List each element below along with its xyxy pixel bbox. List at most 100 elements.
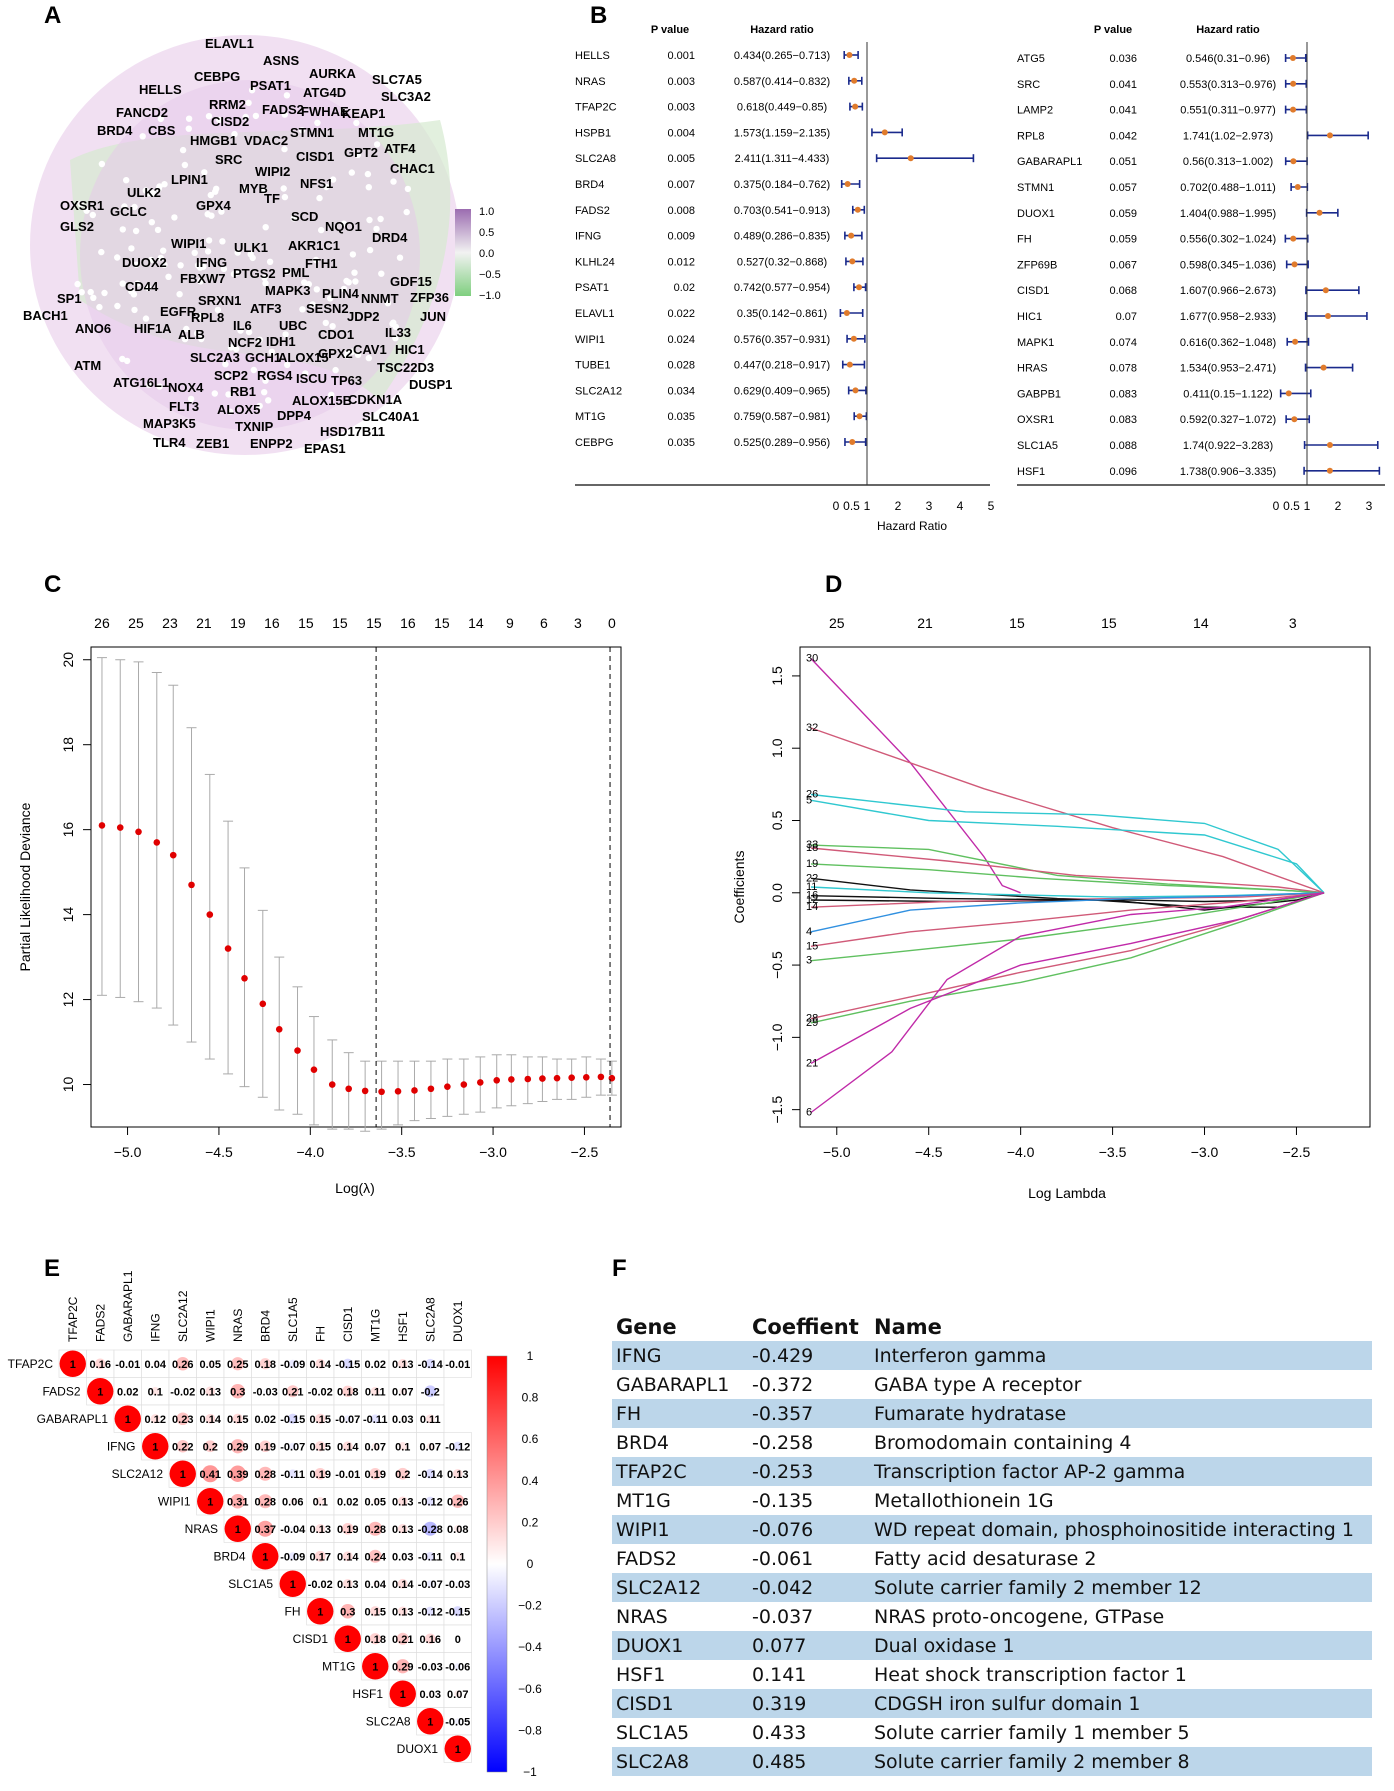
gene-label: SESN2 <box>306 301 349 316</box>
corr-value: 0.14 <box>392 1579 414 1591</box>
forest-hr-text: 1.573(1.159−2.135) <box>734 127 830 139</box>
network-node <box>373 141 381 148</box>
cv-plot-frame <box>90 646 622 1128</box>
network-node <box>242 186 249 193</box>
lasso-y-tick: 0.5 <box>769 811 785 831</box>
gene-label: KEAP1 <box>342 106 385 121</box>
network-node <box>283 92 291 99</box>
gene-label: TXNIP <box>235 419 274 434</box>
gene-label: NNMT <box>361 291 399 306</box>
corr-value: 0.02 <box>337 1496 358 1508</box>
forest-gene-label: KLHL24 <box>575 256 615 268</box>
corr-circle <box>452 1468 463 1479</box>
network-node <box>98 248 105 256</box>
corr-circle <box>400 1553 406 1559</box>
table-cell-coefficient: -0.061 <box>752 1547 814 1570</box>
forest-point <box>1290 158 1297 165</box>
network-node <box>156 383 163 390</box>
panel-label-e: E <box>44 1255 60 1282</box>
gene-label: PLIN4 <box>322 286 360 301</box>
forest-hr-text: 0.375(0.184−0.762) <box>734 179 830 191</box>
network-node <box>340 220 347 227</box>
network-node <box>119 226 127 233</box>
network-node <box>365 354 372 362</box>
corr-value: 0.28 <box>255 1496 276 1508</box>
forest-hr-text: 1.74(0.922−3.283) <box>1183 440 1273 452</box>
network-node <box>179 146 187 154</box>
lasso-y-tick: −1.0 <box>769 1023 785 1051</box>
corr-value: 1 <box>455 1744 461 1756</box>
network-node <box>327 295 334 302</box>
lasso-coef-line <box>810 892 1325 962</box>
lasso-line-label: 21 <box>806 1057 818 1069</box>
network-node <box>181 335 189 343</box>
forest-hr-text: 0.576(0.357−0.931) <box>734 334 830 346</box>
forest-point <box>1290 80 1297 87</box>
forest-point <box>1326 132 1333 139</box>
network-node <box>205 113 213 120</box>
network-node <box>261 389 268 396</box>
forest-hr-text: 0.447(0.218−0.917) <box>734 360 830 372</box>
cv-top-count: 15 <box>366 615 382 631</box>
gene-label: PTGS2 <box>233 266 276 281</box>
corr-value: 1 <box>345 1634 351 1646</box>
network-node <box>298 127 306 134</box>
corr-circle <box>259 1440 272 1453</box>
forest-hr-text: 1.404(0.988−1.995) <box>1180 208 1276 220</box>
cv-point <box>361 1087 369 1095</box>
network-node <box>78 289 85 296</box>
cv-point <box>345 1085 352 1093</box>
corr-value: -0.03 <box>445 1579 470 1591</box>
forest-pvalue: 0.035 <box>667 437 695 449</box>
corr-value: 0.3 <box>340 1606 355 1618</box>
corr-circle <box>257 1520 274 1537</box>
network-node <box>160 247 167 254</box>
forest-pvalue: 0.083 <box>1109 388 1137 400</box>
network-node <box>134 280 141 287</box>
forest-pvalue: 0.059 <box>1109 208 1137 220</box>
gene-label: TSC22D3 <box>377 360 434 375</box>
corr-value: 1 <box>400 1689 406 1701</box>
corr-circle <box>262 1388 268 1394</box>
corr-circle <box>426 1580 434 1588</box>
table-cell-gene: WIPI1 <box>612 1515 748 1544</box>
cv-top-count: 6 <box>540 615 548 631</box>
gene-label: IDH1 <box>266 334 296 349</box>
table-header-coefficient: Coeffient <box>752 1315 859 1339</box>
corr-value: -0.09 <box>280 1551 305 1563</box>
forest-hr-text: 0.618(0.449−0.85) <box>737 102 827 114</box>
corr-circle <box>151 1387 160 1396</box>
corr-row-label: SLC2A8 <box>366 1714 411 1728</box>
corr-value: 0.14 <box>337 1441 359 1453</box>
cv-x-tick: −5.0 <box>114 1144 142 1160</box>
lasso-coef-line <box>810 892 1325 1114</box>
gene-label: DPP4 <box>277 408 312 423</box>
forest-right: ATG5 0.036 0.546(0.31−0.96) SRC 0.041 0.553(0… <box>1017 42 1385 513</box>
panel-d-lasso-path: −5.0 −4.5 −4.0 −3.5 −3.0 −2.5 −1.5 −1.0 −0.5 0.0 0… <box>731 615 1371 1201</box>
gene-label: TP63 <box>331 373 362 388</box>
gene-label: CDO1 <box>318 327 354 342</box>
network-node <box>89 211 97 219</box>
lasso-top-count: 14 <box>1193 615 1209 631</box>
network-node <box>322 319 329 327</box>
network-node <box>348 169 355 176</box>
forest-tick: 0 <box>1273 499 1280 513</box>
gene-label: DRD4 <box>372 230 408 245</box>
legend-tick: 0.5 <box>479 227 494 239</box>
gene-label: FTH1 <box>305 256 338 271</box>
cv-top-count: 23 <box>162 615 178 631</box>
lasso-line-label: 3 <box>806 955 812 967</box>
gene-label: BACH1 <box>23 308 68 323</box>
corr-circle <box>369 1633 381 1645</box>
table-cell-gene: SLC2A8 <box>612 1747 748 1776</box>
forest-pvalue: 0.074 <box>1109 337 1137 349</box>
gene-label: NFS1 <box>300 176 333 191</box>
network-node <box>261 187 268 194</box>
gene-label: MAPK3 <box>265 283 311 298</box>
corr-circle <box>372 1581 378 1587</box>
forest-hr-text: 0.598(0.345−1.036) <box>1180 259 1276 271</box>
corr-value: 0.14 <box>337 1551 359 1563</box>
corr-value: -0.12 <box>418 1606 443 1618</box>
forest-pvalue: 0.07 <box>1116 311 1137 323</box>
forest-tick: 0 <box>833 499 840 513</box>
